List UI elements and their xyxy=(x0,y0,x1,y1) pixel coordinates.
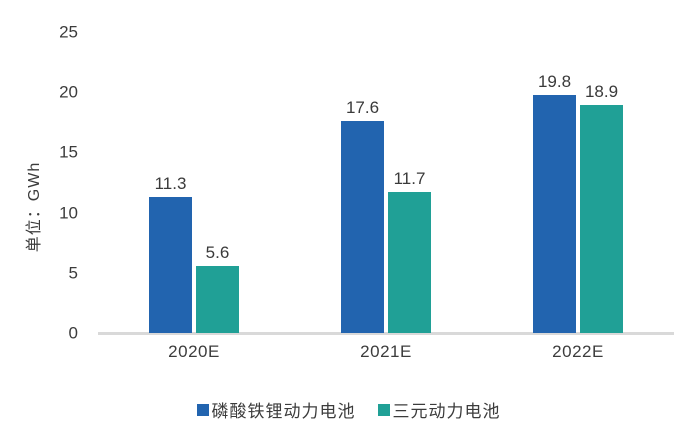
plot-area: 11.3 5.6 17.6 11.7 19.8 18.9 xyxy=(98,32,674,335)
legend-swatch-icon xyxy=(196,403,209,416)
y-tick-label: 0 xyxy=(68,323,78,343)
bar-2021E-三元动力电池: 11.7 xyxy=(388,170,431,333)
legend-label: 三元动力电池 xyxy=(392,402,501,421)
y-tick-label: 25 xyxy=(59,22,78,42)
bar-2021E-磷酸铁锂动力电池: 17.6 xyxy=(341,99,384,333)
y-tick-label: 20 xyxy=(59,82,78,102)
x-axis-labels: 2020E 2021E 2022E xyxy=(98,342,674,362)
bar-2022E-磷酸铁锂动力电池: 19.8 xyxy=(533,73,576,333)
bar-group-2020E: 11.3 5.6 xyxy=(98,32,290,333)
legend-label: 磷酸铁锂动力电池 xyxy=(211,402,356,421)
legend: 磷酸铁锂动力电池 三元动力电池 xyxy=(0,397,697,422)
x-axis-line xyxy=(98,332,674,335)
x-tick-label: 2021E xyxy=(360,342,412,361)
x-tick-label: 2020E xyxy=(168,342,220,361)
y-tick-label: 5 xyxy=(68,263,78,283)
bar-2020E-三元动力电池: 5.6 xyxy=(196,244,239,333)
legend-swatch-icon xyxy=(377,403,390,416)
bar-2020E-磷酸铁锂动力电池: 11.3 xyxy=(149,175,192,333)
value-label: 5.6 xyxy=(205,242,230,262)
value-label: 19.8 xyxy=(537,71,572,91)
value-label: 17.6 xyxy=(345,98,380,118)
value-label: 11.3 xyxy=(154,173,187,193)
legend-item: 磷酸铁锂动力电池 xyxy=(196,397,356,422)
value-label: 18.9 xyxy=(584,82,619,102)
legend-item: 三元动力电池 xyxy=(377,397,501,422)
y-axis-tick-labels: 0 5 10 15 20 25 xyxy=(0,24,78,342)
bar-groups: 11.3 5.6 17.6 11.7 19.8 18.9 xyxy=(98,32,674,333)
value-label: 11.7 xyxy=(393,169,426,189)
bar-group-2021E: 17.6 11.7 xyxy=(290,32,482,333)
y-tick-label: 10 xyxy=(59,203,78,223)
bar-group-2022E: 19.8 18.9 xyxy=(482,32,674,333)
y-tick-label: 15 xyxy=(59,142,78,162)
x-tick-label: 2022E xyxy=(552,342,604,361)
bar-2022E-三元动力电池: 18.9 xyxy=(580,83,623,333)
